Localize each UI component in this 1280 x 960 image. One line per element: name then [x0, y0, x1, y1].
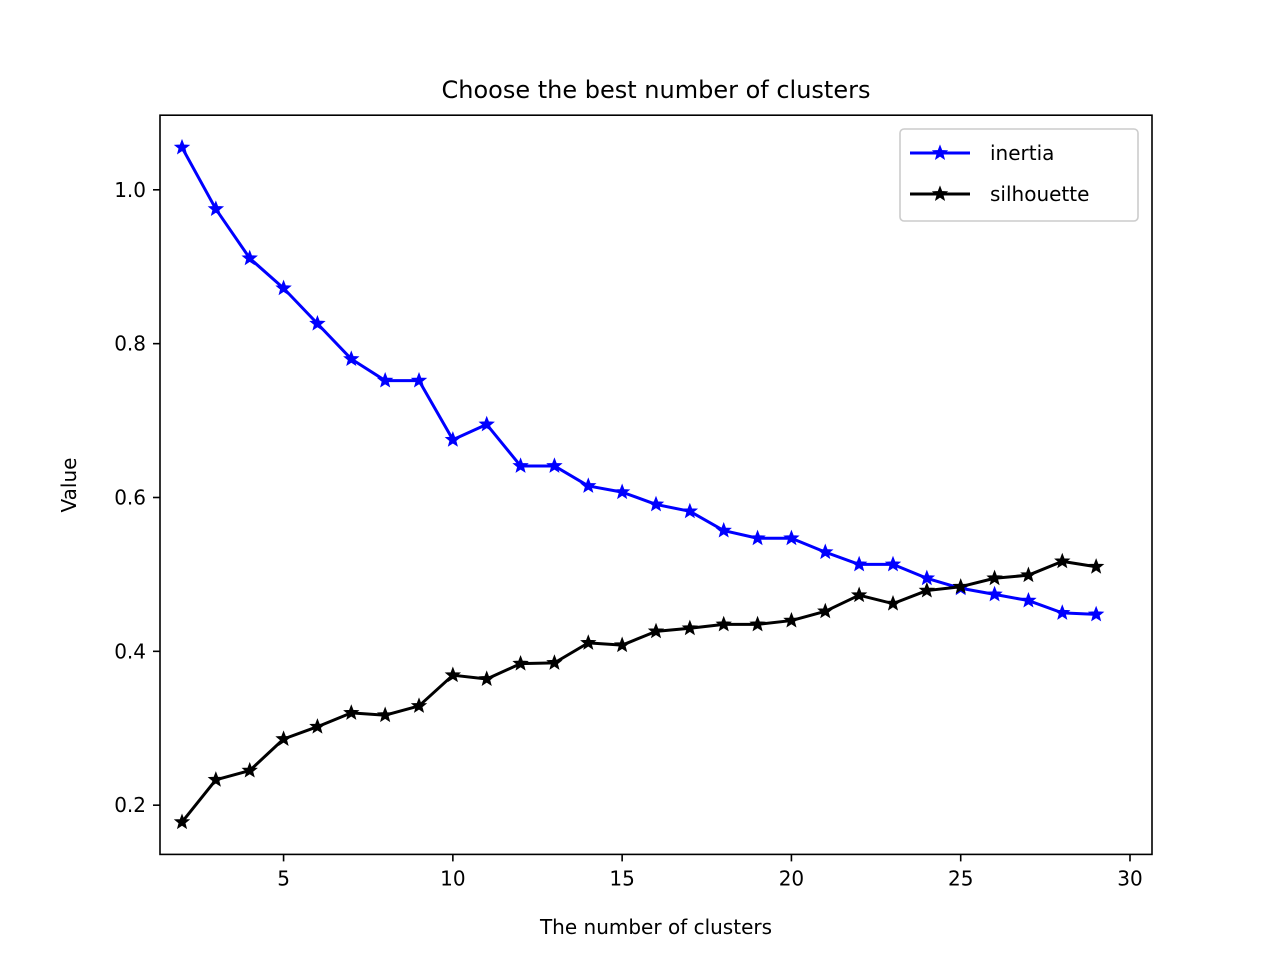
silhouette-point — [376, 706, 394, 723]
x-tick-label: 10 — [440, 866, 465, 890]
silhouette-point — [512, 655, 529, 671]
inertia-point — [884, 555, 902, 572]
y-tick-label: 0.2 — [114, 793, 146, 817]
silhouette-point — [715, 615, 732, 632]
silhouette-point — [884, 595, 902, 611]
silhouette-point — [749, 615, 766, 632]
inertia-point — [681, 502, 699, 519]
inertia-line — [180, 146, 1097, 616]
x-tick-label: 30 — [1117, 866, 1142, 890]
x-tick-label: 20 — [779, 866, 804, 890]
inertia-point — [343, 350, 360, 367]
inertia-point — [613, 483, 631, 500]
plot-series-group — [173, 138, 1105, 830]
inertia-point — [647, 495, 665, 512]
y-axis: 0.2 0.4 0.6 0.8 1.0 — [114, 178, 160, 817]
x-tick-label: 15 — [609, 866, 634, 890]
inertia-point — [817, 543, 834, 560]
silhouette-point — [681, 619, 699, 636]
silhouette-point — [478, 670, 495, 686]
silhouette-point — [647, 622, 665, 639]
inertia-point — [580, 477, 597, 493]
silhouette-point — [986, 569, 1003, 586]
silhouette-point — [850, 586, 868, 603]
chart-title: Choose the best number of clusters — [442, 76, 871, 104]
silhouette-point — [241, 761, 258, 778]
inertia-point — [478, 415, 495, 432]
silhouette-line — [180, 559, 1097, 824]
silhouette-point — [918, 581, 936, 598]
y-axis-label: Value — [57, 458, 81, 513]
silhouette-point — [546, 654, 563, 670]
inertia-point — [376, 371, 394, 388]
inertia-point — [444, 431, 462, 447]
y-tick-label: 1.0 — [114, 178, 146, 202]
legend-silhouette-marker — [931, 185, 949, 201]
legend-silhouette-label: silhouette — [990, 182, 1089, 206]
silhouette-point — [817, 602, 834, 619]
silhouette-point — [580, 634, 597, 650]
silhouette-point — [275, 730, 292, 746]
legend-inertia-label: inertia — [990, 141, 1054, 165]
silhouette-point — [1054, 552, 1071, 569]
y-tick-label: 0.6 — [114, 485, 146, 509]
inertia-point — [241, 249, 258, 266]
inertia-point — [783, 529, 800, 546]
x-axis-label: The number of clusters — [539, 915, 772, 939]
legend-entries: inertia silhouette — [910, 141, 1089, 206]
inertia-point — [1054, 604, 1071, 620]
silhouette-point — [1020, 566, 1037, 583]
inertia-point — [275, 279, 292, 296]
legend: inertia silhouette — [899, 128, 1139, 222]
inertia-point — [1087, 605, 1105, 622]
silhouette-point — [613, 636, 631, 653]
y-tick-label: 0.4 — [114, 639, 146, 663]
legend-inertia-marker — [931, 144, 949, 160]
x-axis: 5 10 15 20 25 30 — [277, 854, 1143, 890]
inertia-point — [309, 315, 326, 331]
inertia-point — [715, 521, 732, 538]
inertia-point — [546, 457, 563, 473]
inertia-point — [173, 138, 191, 155]
y-tick-label: 0.8 — [114, 332, 146, 356]
inertia-point — [512, 457, 529, 473]
silhouette-point — [952, 578, 969, 594]
inertia-point — [410, 371, 428, 388]
inertia-point — [749, 529, 766, 546]
inertia-point — [1020, 591, 1037, 608]
inertia-point — [986, 585, 1003, 602]
silhouette-point — [783, 611, 800, 628]
silhouette-point — [173, 813, 191, 830]
silhouette-point — [1087, 558, 1105, 574]
silhouette-point — [410, 697, 428, 713]
x-tick-label: 25 — [948, 866, 973, 890]
silhouette-point — [343, 704, 360, 720]
silhouette-point — [309, 718, 326, 734]
axes-frame — [159, 114, 1153, 856]
silhouette-point — [207, 771, 225, 787]
inertia-point — [918, 569, 936, 586]
silhouette-point — [444, 666, 462, 683]
x-tick-label: 5 — [277, 866, 290, 890]
inertia-point — [207, 200, 225, 217]
inertia-point — [850, 555, 868, 572]
